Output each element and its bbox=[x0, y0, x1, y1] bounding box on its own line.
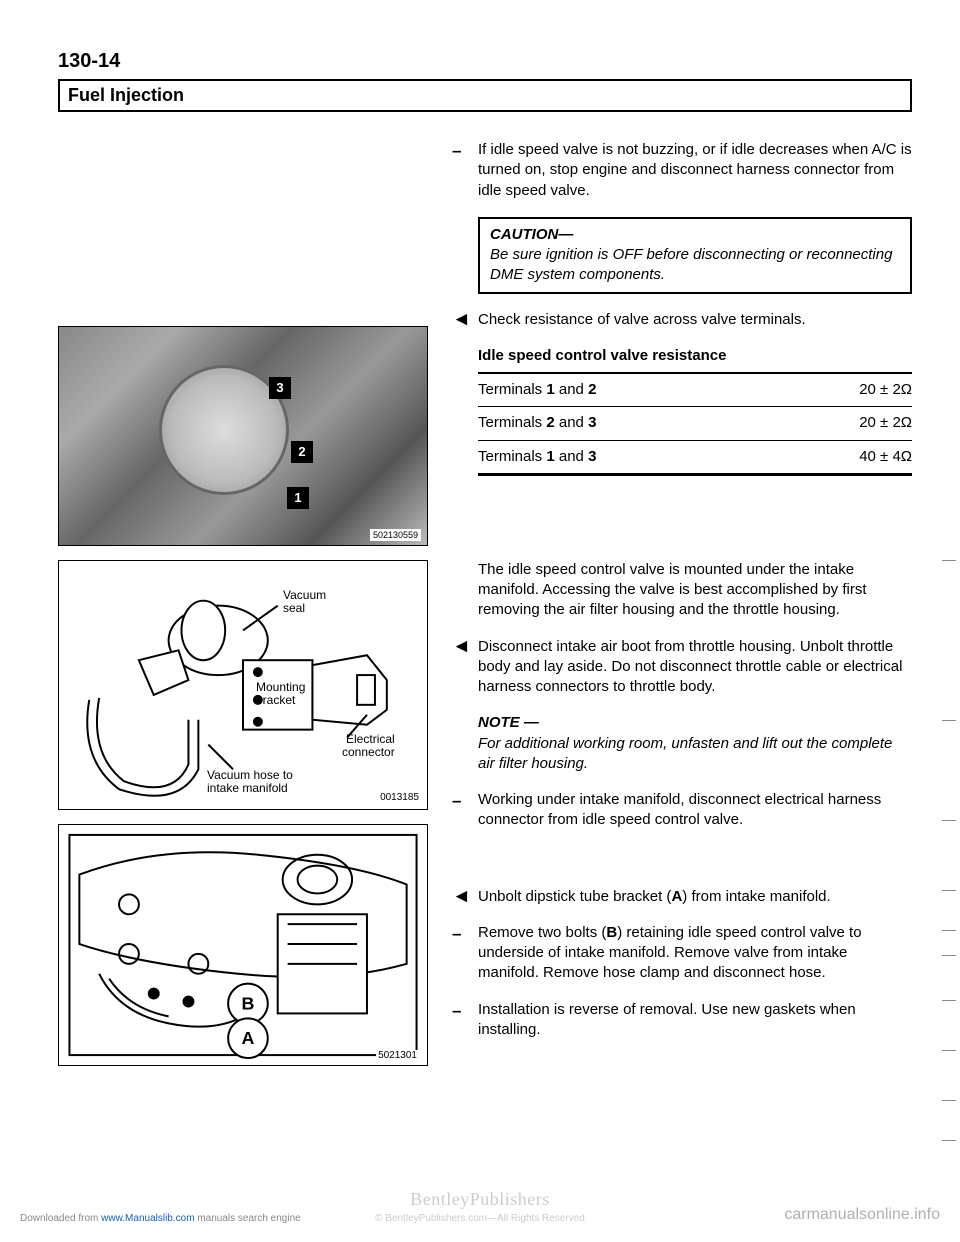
arrow-bullet: ◄ bbox=[452, 310, 478, 330]
right-edge-marks bbox=[938, 560, 956, 1200]
arrow-bullet: ◄ bbox=[452, 887, 478, 907]
figure-id: 0013185 bbox=[380, 792, 419, 803]
step-7: – Installation is reverse of removal. Us… bbox=[452, 1000, 912, 1041]
caution-title: CAUTION— bbox=[490, 225, 900, 245]
step-1: – If idle speed valve is not buzzing, or… bbox=[452, 140, 912, 201]
step-2: ◄ Check resistance of valve across valve… bbox=[452, 310, 912, 330]
table-row: Terminals 2 and 3 20 ± 2Ω bbox=[478, 407, 912, 440]
note-block: NOTE — For additional working room, unfa… bbox=[478, 713, 912, 774]
row-value: 20 ± 2Ω bbox=[859, 380, 912, 400]
step-text: Remove two bolts (B) retaining idle spee… bbox=[478, 923, 912, 984]
row-value: 40 ± 4Ω bbox=[859, 447, 912, 467]
step-text: Installation is reverse of removal. Use … bbox=[478, 1000, 912, 1041]
dash-bullet: – bbox=[452, 923, 478, 984]
label-vacuum-seal: Vacuumseal bbox=[283, 589, 326, 615]
section-title: Fuel Injection bbox=[58, 79, 912, 112]
step-6: – Remove two bolts (B) retaining idle sp… bbox=[452, 923, 912, 984]
step-5: ◄ Unbolt dipstick tube bracket (A) from … bbox=[452, 887, 912, 907]
arrow-bullet: ◄ bbox=[452, 637, 478, 698]
svg-text:B: B bbox=[242, 993, 255, 1013]
left-column: 3 2 1 502130559 bbox=[58, 140, 428, 1080]
label-electrical-connector: Electricalconnector bbox=[342, 733, 395, 759]
figure-photo: 3 2 1 502130559 bbox=[58, 326, 428, 546]
row-label: Terminals 1 and 2 bbox=[478, 380, 596, 400]
row-label: Terminals 1 and 3 bbox=[478, 447, 596, 467]
note-body: For additional working room, unfasten an… bbox=[478, 734, 912, 775]
step-text: Working under intake manifold, disconnec… bbox=[478, 790, 912, 831]
step-4: – Working under intake manifold, disconn… bbox=[452, 790, 912, 831]
marker-1: 1 bbox=[287, 487, 309, 509]
caution-box: CAUTION— Be sure ignition is OFF before … bbox=[478, 217, 912, 294]
resistance-table: Terminals 1 and 2 20 ± 2Ω Terminals 2 an… bbox=[478, 372, 912, 476]
download-text: Downloaded from www.Manualslib.com manua… bbox=[20, 1213, 301, 1224]
step-3: ◄ Disconnect intake air boot from thrott… bbox=[452, 637, 912, 698]
figure-id: 502130559 bbox=[370, 529, 421, 541]
step-text: If idle speed valve is not buzzing, or i… bbox=[478, 140, 912, 201]
row-label: Terminals 2 and 3 bbox=[478, 413, 596, 433]
label-vacuum-hose: Vacuum hose tointake manifold bbox=[207, 769, 293, 795]
caution-body: Be sure ignition is OFF before disconnec… bbox=[490, 245, 900, 286]
right-column: – If idle speed valve is not buzzing, or… bbox=[452, 140, 912, 1080]
dash-bullet: – bbox=[452, 1000, 478, 1041]
table-row: Terminals 1 and 2 20 ± 2Ω bbox=[478, 374, 912, 407]
marker-2: 2 bbox=[291, 441, 313, 463]
dash-bullet: – bbox=[452, 140, 478, 201]
paragraph: The idle speed control valve is mounted … bbox=[478, 560, 912, 621]
step-text: Check resistance of valve across valve t… bbox=[478, 310, 912, 330]
page-number: 130-14 bbox=[58, 50, 912, 73]
manualslib-link[interactable]: www.Manualslib.com bbox=[101, 1213, 194, 1224]
step-text: Unbolt dipstick tube bracket (A) from in… bbox=[478, 887, 912, 907]
figure-diagram-manifold: B A 5021301 bbox=[58, 824, 428, 1066]
content-area: 3 2 1 502130559 bbox=[58, 140, 912, 1080]
note-title: NOTE — bbox=[478, 713, 912, 733]
figure-id: 5021301 bbox=[376, 1050, 419, 1061]
step-text: Disconnect intake air boot from throttle… bbox=[478, 637, 912, 698]
site-watermark: carmanualsonline.info bbox=[784, 1206, 940, 1224]
row-value: 20 ± 2Ω bbox=[859, 413, 912, 433]
table-title: Idle speed control valve resistance bbox=[478, 346, 912, 366]
dash-bullet: – bbox=[452, 790, 478, 831]
label-mounting-bracket: Mountingbracket bbox=[256, 681, 305, 707]
manifold-svg: B A bbox=[59, 825, 427, 1065]
table-row: Terminals 1 and 3 40 ± 4Ω bbox=[478, 441, 912, 473]
svg-text:A: A bbox=[242, 1028, 255, 1048]
marker-3: 3 bbox=[269, 377, 291, 399]
figure-diagram-valve: Vacuumseal Mountingbracket Electricalcon… bbox=[58, 560, 428, 810]
